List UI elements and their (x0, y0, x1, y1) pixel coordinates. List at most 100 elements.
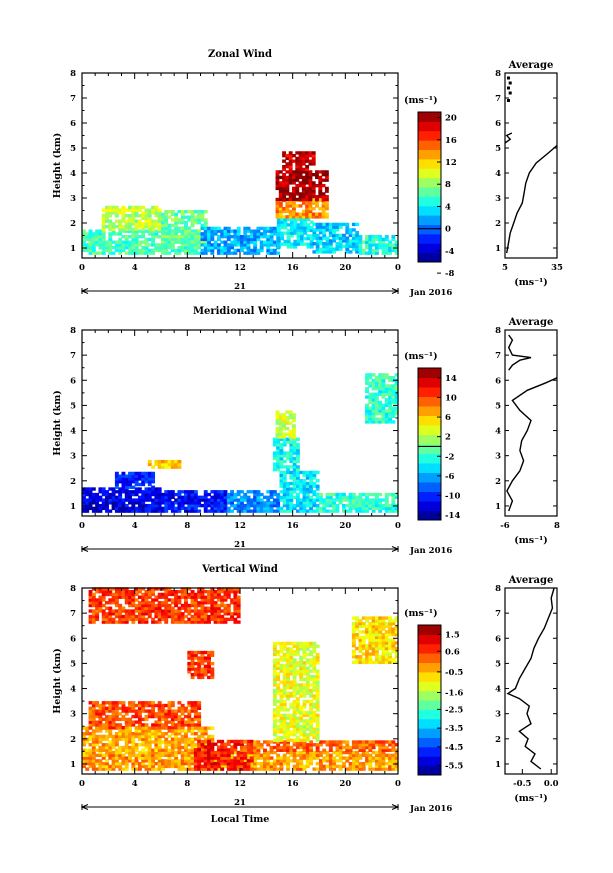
heat-cell (157, 587, 162, 591)
heat-cell (197, 739, 202, 744)
heat-cell (184, 248, 188, 253)
heat-cell (278, 197, 283, 202)
heat-cell (137, 501, 142, 505)
heat-cell (318, 181, 323, 185)
heat-cell (134, 590, 139, 594)
average-title: Average (508, 317, 554, 328)
heat-cell (335, 498, 340, 502)
heat-cell (157, 501, 162, 505)
heat-cell (114, 248, 119, 253)
heat-cell (193, 246, 198, 250)
heat-cell (105, 614, 109, 619)
heat-cell (174, 756, 179, 760)
heat-cell (315, 655, 320, 659)
heat-cell (91, 598, 96, 602)
heat-cell (197, 706, 202, 710)
heat-cell (276, 713, 281, 718)
heat-cell (118, 509, 123, 513)
heat-cell (249, 248, 254, 253)
heat-cell (184, 761, 188, 766)
heat-cell (226, 756, 231, 760)
heat-cell (384, 501, 389, 505)
heat-cell (278, 186, 283, 191)
heat-cell (151, 748, 156, 752)
heat-cell (282, 197, 287, 202)
heat-cell (167, 498, 172, 502)
heat-cell (301, 162, 306, 166)
heat-cell (282, 473, 287, 477)
heat-cell (285, 189, 290, 193)
heat-cell (282, 184, 287, 188)
heat-cell (147, 595, 152, 599)
heat-cell (368, 251, 373, 255)
heat-cell (312, 756, 317, 760)
heat-cell (88, 246, 93, 250)
heat-cell (144, 490, 149, 494)
heat-cell (345, 767, 350, 771)
heat-cell (131, 219, 136, 223)
heat-cell (151, 205, 156, 210)
heat-cell (233, 240, 238, 244)
heat-cell (164, 590, 169, 594)
heat-cell (226, 761, 231, 766)
heat-cell (98, 748, 103, 752)
heat-cell (374, 652, 379, 656)
heat-cell (272, 509, 277, 513)
heat-cell (144, 732, 149, 736)
heat-cell (286, 669, 290, 673)
heat-cell (286, 506, 290, 511)
heat-cell (207, 501, 211, 505)
heat-cell (328, 740, 333, 744)
heat-cell (134, 761, 139, 766)
heat-cell (203, 729, 208, 733)
heat-cell (391, 748, 396, 752)
heat-cell (141, 761, 146, 766)
heat-cell (98, 503, 103, 508)
heat-cell (309, 245, 314, 249)
heat-cell (88, 764, 93, 769)
heat-cell (381, 649, 386, 653)
heat-cell (167, 492, 172, 497)
heat-cell (283, 239, 288, 244)
heat-cell (180, 595, 185, 599)
heat-cell (315, 719, 320, 723)
heat-cell (292, 674, 297, 679)
heat-cell (246, 759, 251, 763)
heat-cell (223, 240, 228, 244)
heat-cell (111, 205, 116, 210)
heat-cell (365, 498, 369, 502)
heat-cell (177, 595, 182, 599)
heat-cell (381, 387, 386, 391)
heat-cell (105, 620, 109, 624)
heat-cell (315, 495, 320, 499)
heat-cell (137, 490, 142, 494)
heat-cell (170, 465, 175, 469)
heat-cell (368, 644, 373, 648)
heat-cell (338, 501, 343, 505)
heat-cell (121, 614, 126, 619)
heat-cell (378, 745, 383, 750)
heat-cell (147, 229, 152, 233)
heat-cell (328, 767, 333, 771)
heat-cell (216, 251, 221, 255)
heat-cell (381, 381, 386, 385)
heat-cell (256, 501, 261, 505)
heat-cell (253, 748, 258, 752)
heat-cell (381, 761, 386, 766)
heat-cell (276, 686, 281, 690)
heat-cell (328, 239, 333, 243)
heat-cell (292, 495, 297, 499)
heat-cell (292, 699, 297, 704)
heat-cell (210, 248, 215, 253)
heat-cell (124, 482, 129, 487)
heat-cell (391, 392, 396, 396)
heat-cell (223, 761, 228, 766)
heat-cell (114, 732, 119, 736)
heat-cell (154, 498, 159, 502)
heat-cell (88, 495, 93, 499)
heat-cell (141, 506, 146, 511)
heat-cell (276, 727, 281, 731)
heat-cell (223, 503, 228, 508)
heat-cell (312, 476, 317, 480)
heat-cell (111, 240, 116, 244)
